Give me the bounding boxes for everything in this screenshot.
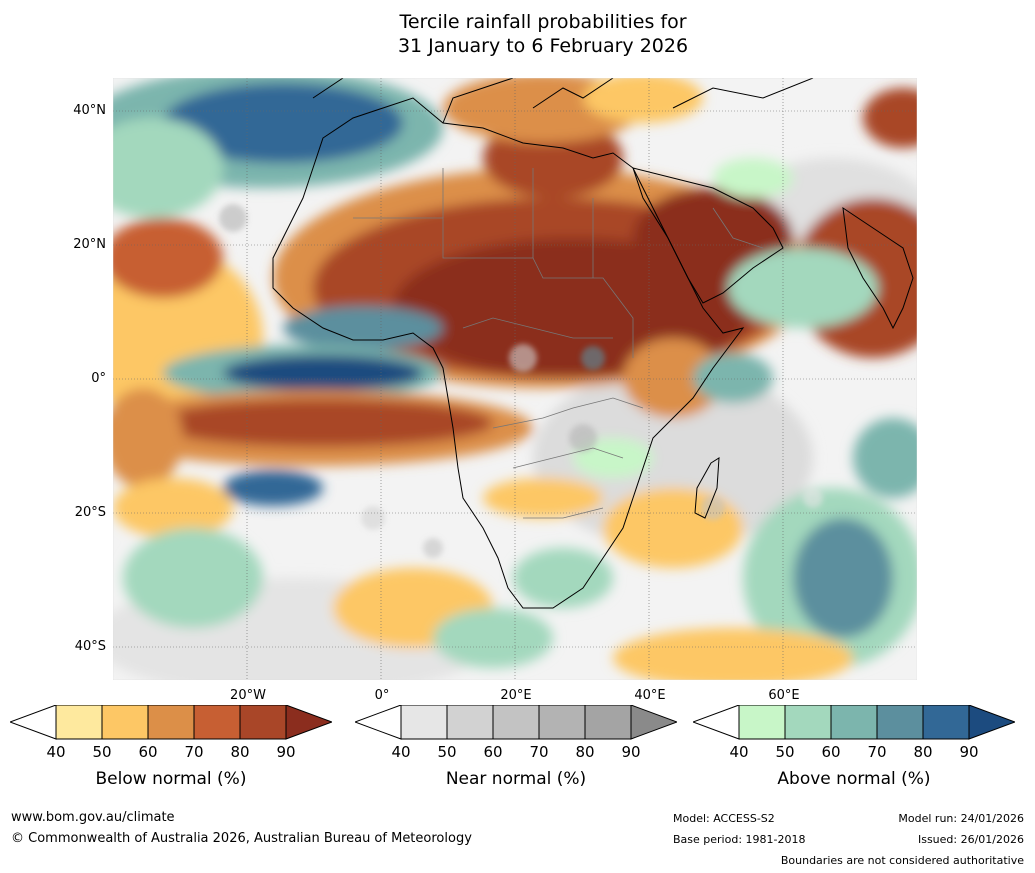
colorbar-swatch [876, 704, 924, 740]
footer-disclaimer: Boundaries are not considered authoritat… [780, 854, 1024, 867]
colorbar-swatch [101, 704, 149, 740]
africa-coastline [272, 97, 745, 609]
legend-below-normal-title: Below normal (%) [95, 769, 247, 789]
colorbar-swatch [239, 704, 287, 740]
title-line-2: 31 January to 6 February 2026 [397, 35, 689, 57]
legend-near-normal: Near normal (%) 40 50 60 70 80 90 [353, 704, 679, 795]
colorbar-swatch [400, 704, 448, 740]
lon-label-0: 0° [374, 688, 390, 703]
colorbar-tick-label: 90 [621, 743, 641, 761]
colorbar-tick-label: 50 [437, 743, 457, 761]
legend-above-normal-title: Above normal (%) [777, 769, 931, 789]
colorbar-tick-label: 40 [391, 743, 411, 761]
colorbar-tick-label: 90 [959, 743, 979, 761]
footer-base-period: Base period: 1981-2018 [673, 833, 806, 846]
colorbar-tick-label: 80 [575, 743, 595, 761]
colorbar-swatch [830, 704, 878, 740]
colorbar-tick-label: 80 [913, 743, 933, 761]
colorbar-swatch [784, 704, 832, 740]
legend-near-normal-title: Near normal (%) [445, 769, 587, 789]
lat-label-40s: 40°S [74, 639, 106, 654]
colorbar-tick-label: 80 [230, 743, 250, 761]
colorbar-tick-label: 90 [276, 743, 296, 761]
map-title: Tercile rainfall probabilities for 31 Ja… [0, 10, 1035, 58]
footer-copyright: © Commonwealth of Australia 2026, Austra… [11, 831, 472, 846]
colorbar-max-arrow [630, 704, 679, 740]
colorbar-swatch [55, 704, 103, 740]
madagascar-coastline [694, 457, 720, 519]
footer-model-run: Model run: 24/01/2026 [898, 812, 1024, 825]
colorbar-min-arrow [8, 704, 57, 740]
rainfall-probability-map [112, 77, 918, 681]
title-line-1: Tercile rainfall probabilities for [399, 11, 687, 33]
lat-label-40n: 40°N [73, 103, 106, 118]
colorbar-tick-label: 60 [483, 743, 503, 761]
legend-below-normal-colorbar [8, 704, 334, 740]
colorbar-tick-label: 60 [138, 743, 158, 761]
colorbar-swatch [492, 704, 540, 740]
colorbar-max-arrow [285, 704, 334, 740]
legend-above-normal-colorbar [691, 704, 1017, 740]
lon-label-40e: 40°E [634, 688, 666, 703]
colorbar-swatch [738, 704, 786, 740]
lat-label-20n: 20°N [73, 237, 106, 252]
colorbar-tick-label: 60 [821, 743, 841, 761]
india-coastline [842, 206, 914, 330]
lon-label-60e: 60°E [768, 688, 800, 703]
colorbar-swatch [584, 704, 632, 740]
colorbar-tick-label: 50 [775, 743, 795, 761]
colorbar-tick-label: 70 [184, 743, 204, 761]
colorbar-swatch [446, 704, 494, 740]
colorbar-swatch [538, 704, 586, 740]
lon-label-20w: 20°W [230, 688, 266, 703]
colorbar-tick-label: 70 [529, 743, 549, 761]
colorbar-max-arrow [968, 704, 1017, 740]
footer-issued: Issued: 26/01/2026 [917, 833, 1024, 846]
legend-above-normal: Above normal (%) 40 50 60 70 80 90 [691, 704, 1017, 795]
colorbar-swatch [193, 704, 241, 740]
legend-near-normal-colorbar [353, 704, 679, 740]
footer-url: www.bom.gov.au/climate [11, 810, 175, 825]
colorbar-min-arrow [691, 704, 740, 740]
arabia-coastline [632, 167, 784, 304]
map-graphic [112, 77, 918, 681]
lat-label-20s: 20°S [74, 505, 106, 520]
colorbar-min-arrow [353, 704, 402, 740]
legend-below-normal: Below normal (%) 40 50 60 70 80 90 [8, 704, 334, 795]
colorbar-tick-label: 40 [46, 743, 66, 761]
lon-label-20e: 20°E [500, 688, 532, 703]
colorbar-swatch [922, 704, 970, 740]
lat-label-0: 0° [91, 371, 106, 386]
colorbar-tick-label: 40 [729, 743, 749, 761]
colorbar-tick-label: 50 [92, 743, 112, 761]
colorbar-tick-label: 70 [867, 743, 887, 761]
footer-model: Model: ACCESS-S2 [673, 812, 775, 825]
colorbar-swatch [147, 704, 195, 740]
